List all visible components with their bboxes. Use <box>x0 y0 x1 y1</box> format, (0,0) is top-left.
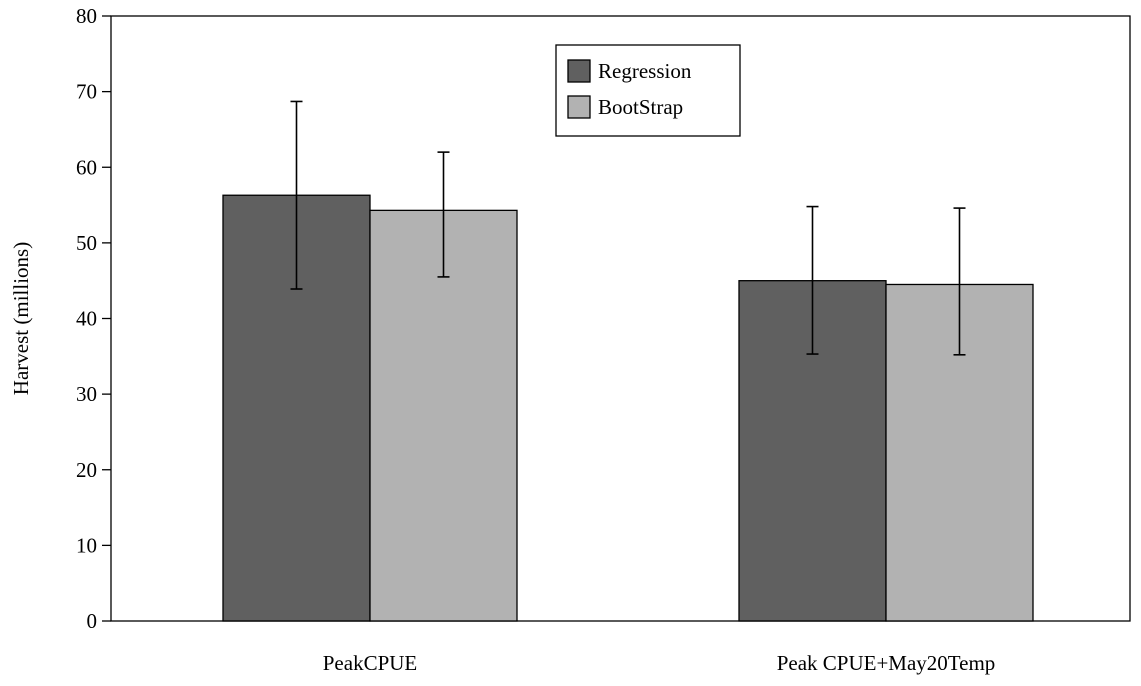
y-tick-label: 60 <box>76 155 97 179</box>
y-tick-label: 40 <box>76 307 97 331</box>
legend-swatch <box>567 59 591 83</box>
y-tick-label: 70 <box>76 80 97 104</box>
legend-label: BootStrap <box>598 95 683 119</box>
bars <box>222 194 1034 622</box>
y-tick-label: 30 <box>76 382 97 406</box>
bar <box>369 209 518 622</box>
y-tick-label: 50 <box>76 231 97 255</box>
axes <box>102 15 1131 622</box>
legend: Regression BootStrap <box>555 44 741 137</box>
axis-labels: 0 10 20 30 40 50 60 70 80 Harvest (millions) PeakC… <box>9 4 995 675</box>
y-tick-label: 10 <box>76 533 97 557</box>
y-axis-title: Harvest (millions) <box>9 242 33 395</box>
error-bars <box>290 100 966 356</box>
y-tick-label: 0 <box>87 609 98 633</box>
legend-swatch <box>567 95 591 119</box>
x-category-label: Peak CPUE+May20Temp <box>777 651 996 675</box>
y-tick-label: 80 <box>76 4 97 28</box>
x-category-label: PeakCPUE <box>323 651 418 675</box>
legend-label: Regression <box>598 59 692 83</box>
y-tick-label: 20 <box>76 458 97 482</box>
